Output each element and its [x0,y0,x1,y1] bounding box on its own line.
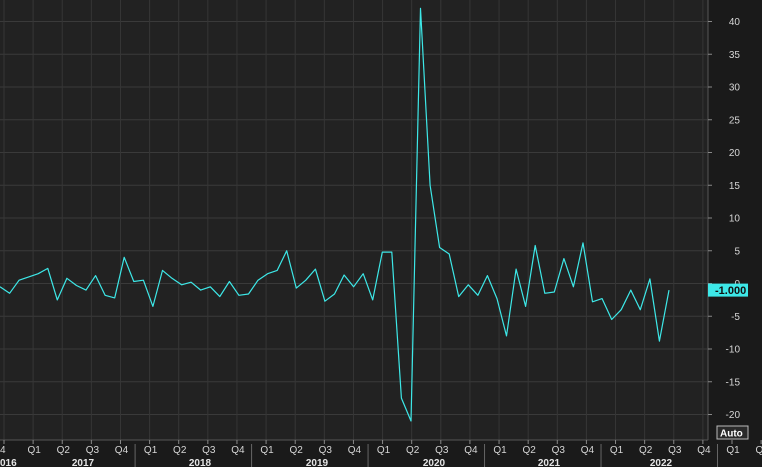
quarter-label: Q4 [581,445,595,456]
series-line [0,7,670,422]
quarter-label: Q4 [464,445,478,456]
y-tick-label: -15 [726,377,741,388]
quarter-label: Q2 [755,445,762,456]
quarter-label: Q1 [377,445,391,456]
quarter-label: Q1 [144,445,158,456]
plot-area [0,0,708,440]
year-label: 2017 [72,458,95,467]
y-tick-label: 40 [729,17,741,28]
quarter-label: Q4 [348,445,362,456]
grid [0,0,708,440]
quarter-label: Q4 [231,445,245,456]
y-tick-label: 10 [729,214,741,225]
auto-scale-button-label[interactable]: Auto [720,429,743,440]
quarter-label: Q1 [726,445,740,456]
year-label: 2019 [306,458,329,467]
y-tick-label: -5 [731,312,740,323]
auto-scale-button[interactable]: Auto [716,425,749,440]
quarter-label: Q2 [173,445,187,456]
x-axis: 4 Q1 Q2 Q3 Q4 Q1 Q2 Q3 Q4 Q1 Q2 Q3 Q4 Q1 Q2 Q3 Q4 Q1 Q2 Q3 Q… [0,440,762,467]
quarter-label: Q3 [552,445,566,456]
quarter-label: Q1 [610,445,624,456]
y-tick-label: 5 [734,246,740,257]
year-label: 2018 [189,458,212,467]
quarter-label: Q1 [27,445,41,456]
quarter-label: Q2 [290,445,304,456]
quarter-label: 4 [0,445,6,456]
last-value-marker: -1.000 [708,283,748,297]
y-tick-label: 35 [729,50,741,61]
quarter-label: Q3 [319,445,333,456]
y-tick-label: 30 [729,83,741,94]
auto-scale-button-frame[interactable] [716,425,749,440]
quarter-label: Q3 [202,445,216,456]
y-tick-label: 15 [729,181,741,192]
series-layer [0,7,670,422]
year-label: 2021 [538,458,561,467]
last-value-label: -1.000 [715,285,746,297]
quarter-label: Q4 [115,445,129,456]
quarter-label: Q4 [697,445,711,456]
quarter-label: Q2 [522,445,536,456]
quarter-label: Q3 [435,445,449,456]
quarter-label: Q2 [57,445,71,456]
quarter-label: Q1 [260,445,274,456]
y-axis: 4035302520151050-5-10-15-20 [708,17,740,421]
quarter-label: Q2 [406,445,420,456]
year-label: 2020 [423,458,446,467]
quarter-label: Q2 [639,445,653,456]
quarter-label: Q1 [493,445,507,456]
quarter-label: Q3 [668,445,682,456]
last-value-box [708,283,748,297]
year-label: 2022 [650,458,673,467]
y-tick-label: -10 [726,345,741,356]
y-tick-label: 25 [729,115,741,126]
y-tick-label: -20 [726,410,741,421]
year-label: 016 [0,458,17,467]
quarter-label: Q3 [86,445,100,456]
y-tick-label: 20 [729,148,741,159]
